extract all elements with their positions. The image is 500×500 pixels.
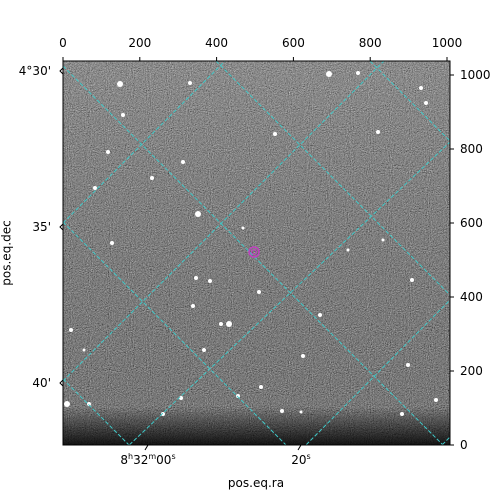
star bbox=[259, 385, 263, 389]
star bbox=[93, 186, 97, 190]
bottom-tick bbox=[297, 444, 302, 451]
star bbox=[161, 412, 165, 416]
dec-tick-label: 40' bbox=[32, 376, 51, 390]
grid-line bbox=[215, 61, 450, 296]
top-tick-label: 400 bbox=[205, 36, 228, 50]
top-tick-label: 800 bbox=[359, 36, 382, 50]
grid-line bbox=[63, 61, 385, 382]
star bbox=[301, 354, 305, 358]
star bbox=[318, 313, 322, 317]
grid-line bbox=[441, 436, 450, 445]
star bbox=[326, 71, 332, 77]
grid-line bbox=[63, 378, 130, 445]
star bbox=[406, 363, 410, 367]
x-axis-title: pos.eq.ra bbox=[228, 476, 284, 490]
star bbox=[280, 409, 284, 413]
sky-image bbox=[63, 61, 450, 445]
dec-tick-label: 35' bbox=[32, 220, 51, 234]
right-axis: 0 200 400 600 800 1000 bbox=[450, 68, 491, 452]
star bbox=[400, 412, 404, 416]
plot-frame bbox=[62, 60, 451, 446]
star bbox=[82, 348, 86, 352]
star bbox=[202, 348, 206, 352]
star bbox=[181, 160, 185, 164]
grid-line bbox=[369, 61, 450, 142]
star bbox=[64, 401, 70, 407]
target-marker bbox=[248, 246, 260, 258]
star bbox=[121, 113, 125, 117]
bottom-axis bbox=[144, 444, 302, 451]
bottom-tick bbox=[144, 444, 149, 451]
right-tick-label: 800 bbox=[460, 142, 483, 156]
star bbox=[226, 321, 232, 327]
ra-tick-label-0832-00: 8h32m00s bbox=[120, 452, 175, 467]
star-field bbox=[64, 71, 438, 416]
star bbox=[69, 328, 73, 332]
star bbox=[87, 402, 91, 406]
star bbox=[346, 248, 350, 252]
star bbox=[434, 398, 438, 402]
star bbox=[381, 238, 385, 242]
left-tick bbox=[59, 223, 64, 231]
star bbox=[188, 81, 192, 85]
star bbox=[241, 226, 245, 230]
star bbox=[110, 241, 114, 245]
star bbox=[410, 278, 414, 282]
star bbox=[150, 176, 154, 180]
star bbox=[106, 150, 110, 154]
top-axis: 0 200 400 600 800 1000 bbox=[59, 36, 462, 61]
grid-line bbox=[305, 299, 450, 445]
star bbox=[299, 410, 303, 414]
top-tick-label: 0 bbox=[59, 36, 67, 50]
star bbox=[376, 130, 380, 134]
star bbox=[257, 290, 261, 294]
left-axis: 4°30' 35' 40' bbox=[19, 64, 64, 390]
top-tick-label: 1000 bbox=[432, 36, 463, 50]
left-tick bbox=[59, 67, 64, 75]
right-tick-label: 0 bbox=[460, 438, 468, 452]
y-axis-title: pos.eq.dec bbox=[0, 220, 14, 285]
star bbox=[195, 211, 201, 217]
star bbox=[419, 86, 423, 90]
star bbox=[117, 81, 123, 87]
grid-line bbox=[63, 221, 287, 445]
right-tick-label: 400 bbox=[460, 290, 483, 304]
dec-tick-label: 4°30' bbox=[19, 64, 51, 78]
grid-line bbox=[63, 61, 226, 224]
top-tick-label: 200 bbox=[128, 36, 151, 50]
star bbox=[208, 279, 212, 283]
star bbox=[424, 101, 428, 105]
star bbox=[236, 394, 240, 398]
star bbox=[273, 132, 277, 136]
ra-tick-label-20s: 20s bbox=[291, 452, 310, 467]
right-tick-label: 600 bbox=[460, 216, 483, 230]
star bbox=[219, 322, 223, 326]
right-tick-label: 200 bbox=[460, 364, 483, 378]
top-tick-label: 600 bbox=[282, 36, 305, 50]
grid-line bbox=[128, 141, 450, 445]
star bbox=[191, 304, 195, 308]
star bbox=[356, 71, 360, 75]
right-tick-label: 1000 bbox=[460, 68, 491, 82]
left-tick bbox=[59, 379, 64, 387]
star bbox=[194, 276, 198, 280]
